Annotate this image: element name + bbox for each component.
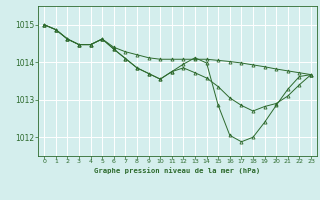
X-axis label: Graphe pression niveau de la mer (hPa): Graphe pression niveau de la mer (hPa) [94, 167, 261, 174]
